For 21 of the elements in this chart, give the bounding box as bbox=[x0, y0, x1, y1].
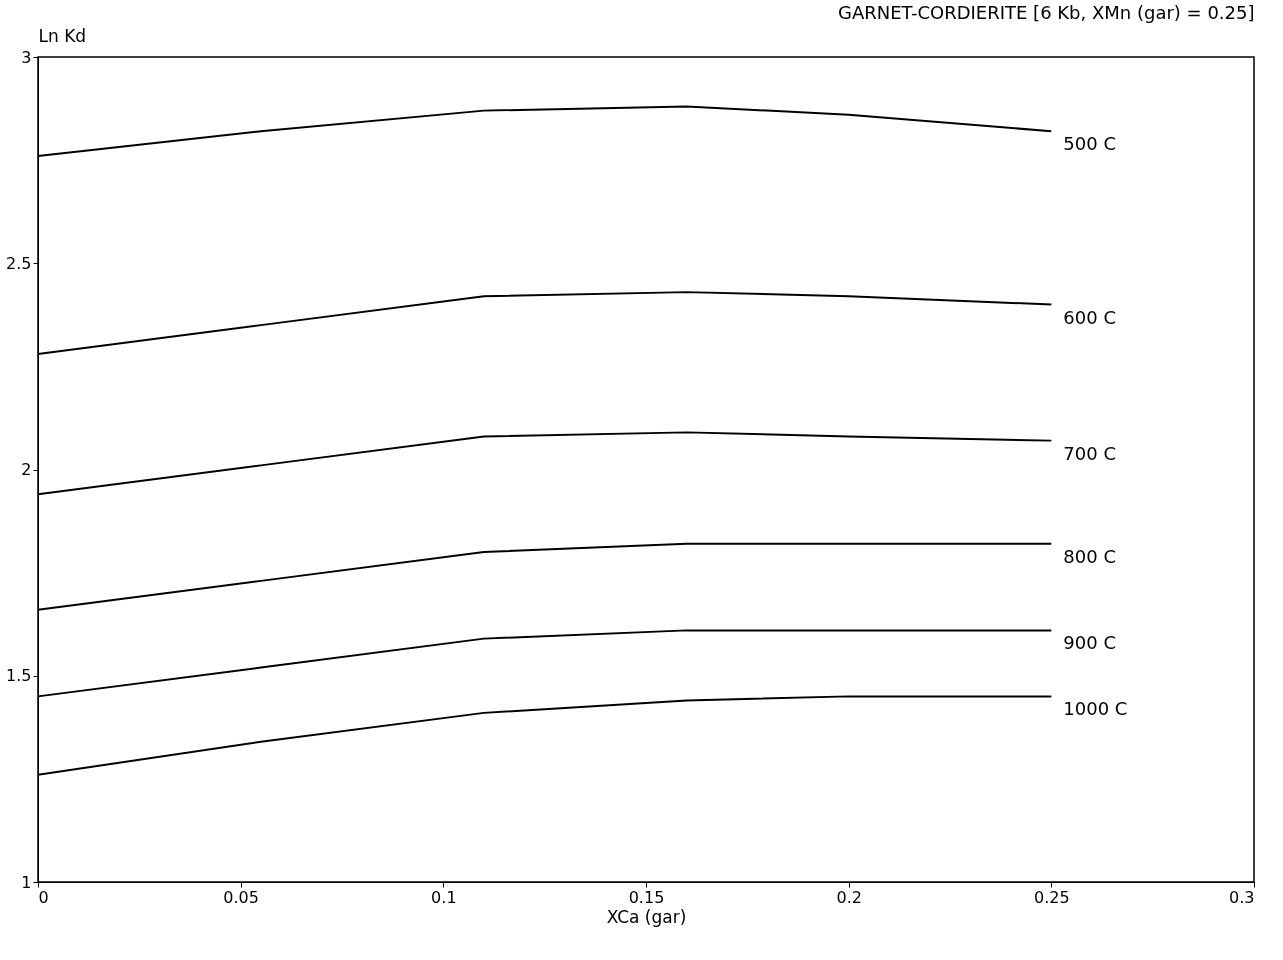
x-tick-label: 0.25 bbox=[1034, 887, 1070, 907]
x-axis-title: XCa (gar) bbox=[606, 906, 687, 927]
series-label: 800 C bbox=[1063, 545, 1116, 567]
x-tick-label: 0.2 bbox=[836, 887, 862, 907]
x-tick-label: 0.15 bbox=[628, 887, 665, 907]
y-tick-label: 3 bbox=[21, 47, 32, 67]
y-tick-label: 2.5 bbox=[6, 253, 32, 273]
y-axis-title: Ln Kd bbox=[38, 25, 87, 46]
series-label: 700 C bbox=[1063, 442, 1116, 464]
x-tick-label: 0 bbox=[38, 887, 49, 907]
y-tick-label: 1 bbox=[21, 872, 32, 892]
x-tick-label: 0.3 bbox=[1229, 887, 1255, 907]
x-tick-label: 0.1 bbox=[431, 887, 457, 907]
y-tick-label: 2 bbox=[21, 460, 32, 479]
y-tick-label: 1.5 bbox=[6, 666, 32, 686]
series-label: 500 C bbox=[1063, 133, 1116, 155]
x-tick-label: 0.05 bbox=[223, 887, 259, 907]
chart-title: GARNET-CORDIERITE [6 Kb, XMn (gar) = 0.25] bbox=[837, 2, 1255, 23]
series-label: 600 C bbox=[1063, 306, 1116, 328]
series-label: 900 C bbox=[1063, 632, 1116, 654]
series-label: 1000 C bbox=[1063, 698, 1128, 720]
